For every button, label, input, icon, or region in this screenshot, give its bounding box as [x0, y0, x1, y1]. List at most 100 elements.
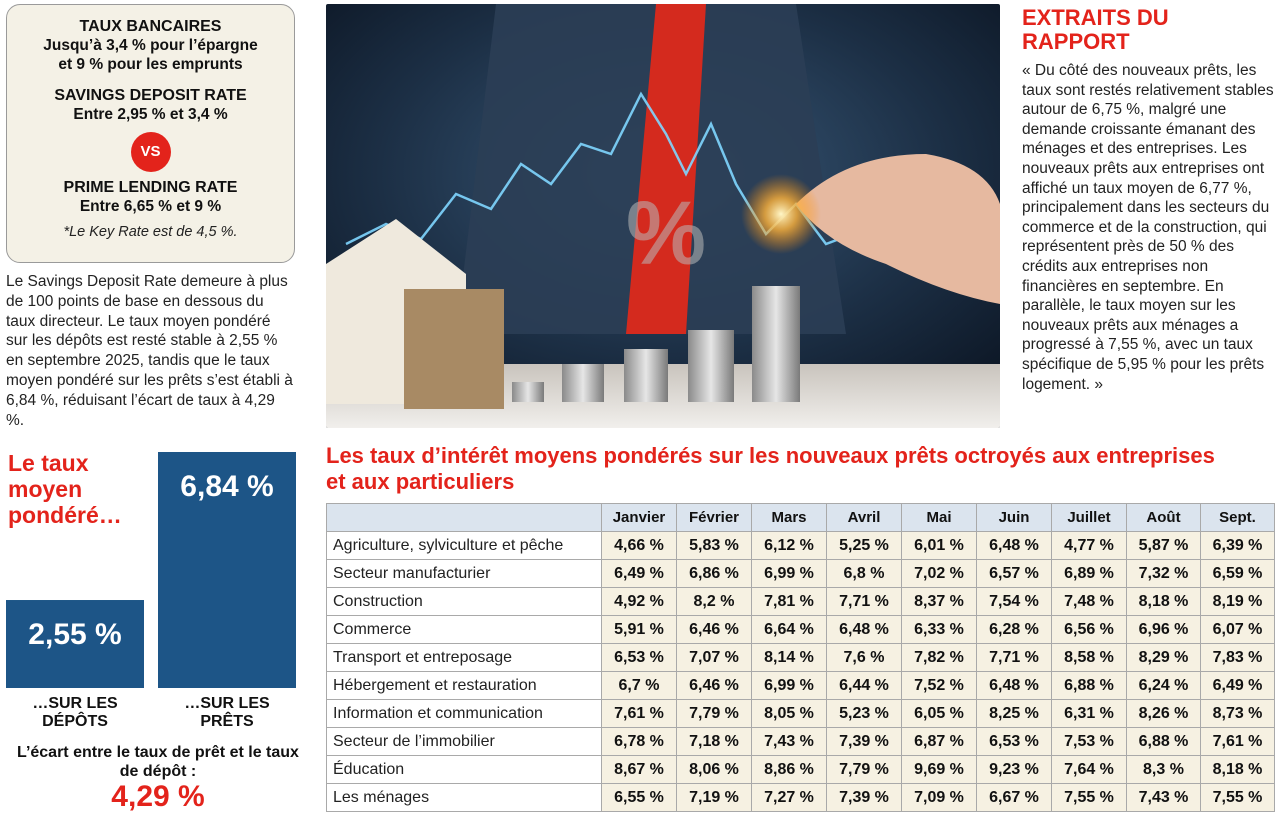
table-cell: 8,05 % [751, 699, 827, 728]
loans-caption: …SUR LES PRÊTS [184, 695, 270, 730]
table-cell: 7,18 % [676, 727, 752, 756]
table-cell: 6,48 % [976, 671, 1052, 700]
table-cell: 7,09 % [901, 783, 977, 812]
table-cell: 7,61 % [1200, 727, 1275, 756]
table-cell: 7,61 % [601, 699, 677, 728]
table-cell: 6,78 % [601, 727, 677, 756]
prime-lending-heading: PRIME LENDING RATE [63, 179, 238, 196]
table-cell: 7,6 % [826, 643, 902, 672]
table-row: Éducation 8,67 % 8,06 % 8,86 % 7,79 % 9,69 % 9… [326, 755, 1275, 784]
table-cell: 6,96 % [1126, 615, 1201, 644]
table-header-corner [326, 503, 602, 532]
table-cell: 6,05 % [901, 699, 977, 728]
table-cell: 7,27 % [751, 783, 827, 812]
row-label: Information et communication [326, 699, 602, 728]
table-column-header: Juillet [1051, 503, 1127, 532]
table-cell: 8,26 % [1126, 699, 1201, 728]
table-cell: 6,87 % [901, 727, 977, 756]
row-label: Construction [326, 587, 602, 616]
table-column-header: Février [676, 503, 752, 532]
table-cell: 7,55 % [1051, 783, 1127, 812]
table-cell: 4,92 % [601, 587, 677, 616]
table-cell: 6,56 % [1051, 615, 1127, 644]
row-label: Secteur manufacturier [326, 559, 602, 588]
table-cell: 5,25 % [826, 531, 902, 560]
table-cell: 8,19 % [1200, 587, 1275, 616]
table-cell: 6,39 % [1200, 531, 1275, 560]
table-cell: 6,33 % [901, 615, 977, 644]
table-cell: 7,02 % [901, 559, 977, 588]
table-cell: 7,53 % [1051, 727, 1127, 756]
row-label: Transport et entreposage [326, 643, 602, 672]
table-header-row: Janvier Février Mars Avril Mai Juin Juillet Aoû… [326, 503, 1275, 532]
table-cell: 6,31 % [1051, 699, 1127, 728]
row-label: Agriculture, sylviculture et pêche [326, 531, 602, 560]
table-cell: 7,39 % [826, 783, 902, 812]
table-cell: 7,39 % [826, 727, 902, 756]
table-cell: 8,86 % [751, 755, 827, 784]
rates-savings-line: Jusqu’à 3,4 % pour l’épargne [43, 37, 258, 54]
bar-chart-title: Le taux moyen pondéré… [8, 450, 122, 528]
table-column-header: Août [1126, 503, 1201, 532]
table-cell: 6,7 % [601, 671, 677, 700]
savings-deposit-heading: SAVINGS DEPOSIT RATE [54, 87, 247, 104]
table-cell: 7,83 % [1200, 643, 1275, 672]
row-label: Éducation [326, 755, 602, 784]
table-cell: 6,49 % [1200, 671, 1275, 700]
table-cell: 6,46 % [676, 671, 752, 700]
table-column-header: Avril [826, 503, 902, 532]
table-cell: 8,37 % [901, 587, 977, 616]
table-cell: 7,82 % [901, 643, 977, 672]
rates-loans-line: et 9 % pour les emprunts [58, 56, 243, 73]
table-column-header: Mars [751, 503, 827, 532]
row-label: Secteur de l’immobilier [326, 727, 602, 756]
prime-lending-range: Entre 6,65 % et 9 % [79, 198, 222, 215]
rates-info-box: TAUX BANCAIRES Jusqu’à 3,4 % pour l’épar… [6, 4, 295, 263]
finance-photo: % [326, 4, 1000, 428]
row-label: Les ménages [326, 783, 602, 812]
table-row: Transport et entreposage 6,53 % 7,07 % 8,14… [326, 643, 1275, 672]
table-cell: 6,86 % [676, 559, 752, 588]
deposits-bar-label: 2,55 % [28, 618, 121, 651]
table-row: Commerce 5,91 % 6,46 % 6,64 % 6,48 % 6,33 % 6,… [326, 615, 1275, 644]
weighted-rate-bar-chart: 2,55 % 6,84 % [6, 452, 296, 688]
table-cell: 4,77 % [1051, 531, 1127, 560]
table-cell: 8,25 % [976, 699, 1052, 728]
table-cell: 7,48 % [1051, 587, 1127, 616]
loans-bar [158, 452, 296, 688]
table-cell: 5,87 % [1126, 531, 1201, 560]
table-cell: 7,19 % [676, 783, 752, 812]
table-cell: 9,23 % [976, 755, 1052, 784]
table-cell: 6,99 % [751, 671, 827, 700]
table-row: Agriculture, sylviculture et pêche 4,66 %… [326, 531, 1275, 560]
row-label: Hébergement et restauration [326, 671, 602, 700]
table-cell: 7,32 % [1126, 559, 1201, 588]
table-row: Les ménages 6,55 % 7,19 % 7,27 % 7,39 % 7,09 … [326, 783, 1275, 812]
loans-bar-label: 6,84 % [180, 470, 273, 503]
table-cell: 8,2 % [676, 587, 752, 616]
table-cell: 6,53 % [976, 727, 1052, 756]
deposits-caption: …SUR LES DÉPÔTS [32, 695, 118, 730]
table-cell: 6,88 % [1051, 671, 1127, 700]
report-excerpt: « Du côté des nouveaux prêts, les taux s… [1022, 62, 1274, 393]
table-cell: 6,89 % [1051, 559, 1127, 588]
table-cell: 7,81 % [751, 587, 827, 616]
table-cell: 4,66 % [601, 531, 677, 560]
table-cell: 8,3 % [1126, 755, 1201, 784]
table-cell: 6,55 % [601, 783, 677, 812]
table-cell: 7,54 % [976, 587, 1052, 616]
table-body: Agriculture, sylviculture et pêche 4,66 %… [326, 531, 1275, 812]
key-rate-note: *Le Key Rate est de 4,5 %. [63, 224, 238, 240]
table-cell: 6,48 % [976, 531, 1052, 560]
table-cell: 6,44 % [826, 671, 902, 700]
table-cell: 8,06 % [676, 755, 752, 784]
table-cell: 7,43 % [751, 727, 827, 756]
table-column-header: Juin [976, 503, 1052, 532]
table-cell: 6,53 % [601, 643, 677, 672]
table-cell: 8,73 % [1200, 699, 1275, 728]
table-cell: 6,01 % [901, 531, 977, 560]
svg-text:%: % [626, 184, 706, 284]
table-title: Les taux d’intérêt moyens pondérés sur l… [326, 443, 1215, 494]
table-cell: 7,79 % [826, 755, 902, 784]
table-cell: 6,46 % [676, 615, 752, 644]
